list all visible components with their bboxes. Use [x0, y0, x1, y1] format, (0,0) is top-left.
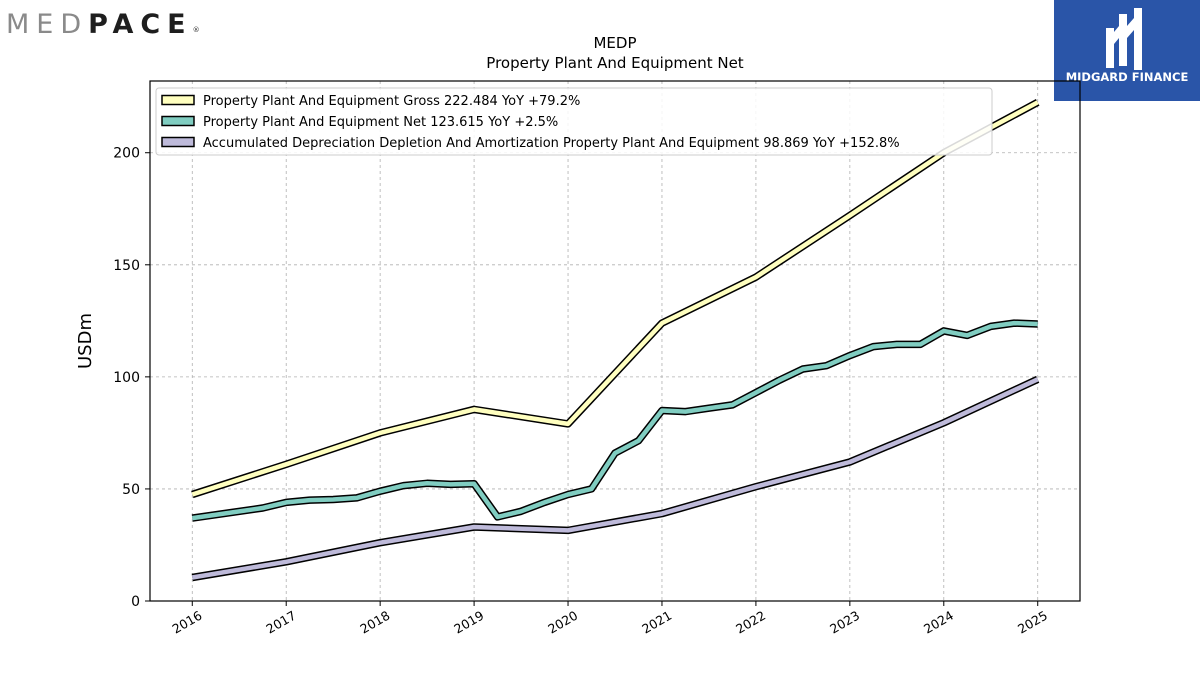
- medpace-logo: MED PACE ®: [6, 4, 200, 44]
- y-tick-label: 0: [131, 594, 140, 610]
- midgard-mark-icon: [1106, 8, 1142, 70]
- chart-title: MEDP: [593, 34, 636, 52]
- x-tick-label: 2023: [827, 608, 862, 637]
- logo-text-dark: PACE: [88, 8, 193, 40]
- x-tick-label: 2017: [263, 608, 298, 637]
- legend: Property Plant And Equipment Gross 222.4…: [155, 87, 993, 156]
- axis-ticks: 2016 2017 2018 2019 2020 2021 2022 2023 2024 2025…: [113, 146, 1050, 637]
- midgard-finance-logo: MIDGARD FINANCE: [1054, 0, 1200, 101]
- x-tick-label: 2024: [921, 608, 956, 637]
- series-lines: [191, 98, 1040, 582]
- x-tick-label: 2020: [545, 608, 580, 637]
- legend-swatch-3: [161, 136, 195, 148]
- plot-frame: [149, 80, 1081, 602]
- registered-mark: ®: [192, 26, 200, 34]
- x-tick-label: 2019: [451, 608, 486, 637]
- y-tick-label: 50: [122, 482, 140, 498]
- midgard-finance-label: MIDGARD FINANCE: [1065, 70, 1189, 84]
- x-tick-label: 2025: [1015, 608, 1050, 637]
- legend-label-2: Property Plant And Equipment Net 123.615…: [203, 115, 558, 130]
- series-line-outline-3: [191, 375, 1040, 582]
- y-tick-label: 150: [113, 258, 140, 274]
- legend-box: [155, 87, 993, 156]
- series-line-2: [191, 320, 1038, 521]
- legend-label-3: Accumulated Depreciation Depletion And A…: [203, 136, 900, 151]
- x-tick-label: 2022: [733, 608, 768, 637]
- legend-swatch-1: [161, 94, 195, 106]
- y-axis-label: USDm: [75, 313, 96, 369]
- legend-swatch-2: [161, 115, 195, 127]
- y-tick-label: 200: [113, 146, 140, 162]
- y-tick-label: 100: [113, 370, 140, 386]
- logo-text-light: MED: [6, 8, 89, 40]
- x-tick-label: 2018: [357, 608, 392, 637]
- x-tick-label: 2016: [169, 608, 204, 637]
- series-line-3: [191, 377, 1039, 580]
- legend-label-1: Property Plant And Equipment Gross 222.4…: [203, 94, 580, 109]
- chart-subtitle: Property Plant And Equipment Net: [486, 54, 743, 72]
- series-line-1: [191, 100, 1039, 497]
- x-tick-label: 2021: [639, 608, 674, 637]
